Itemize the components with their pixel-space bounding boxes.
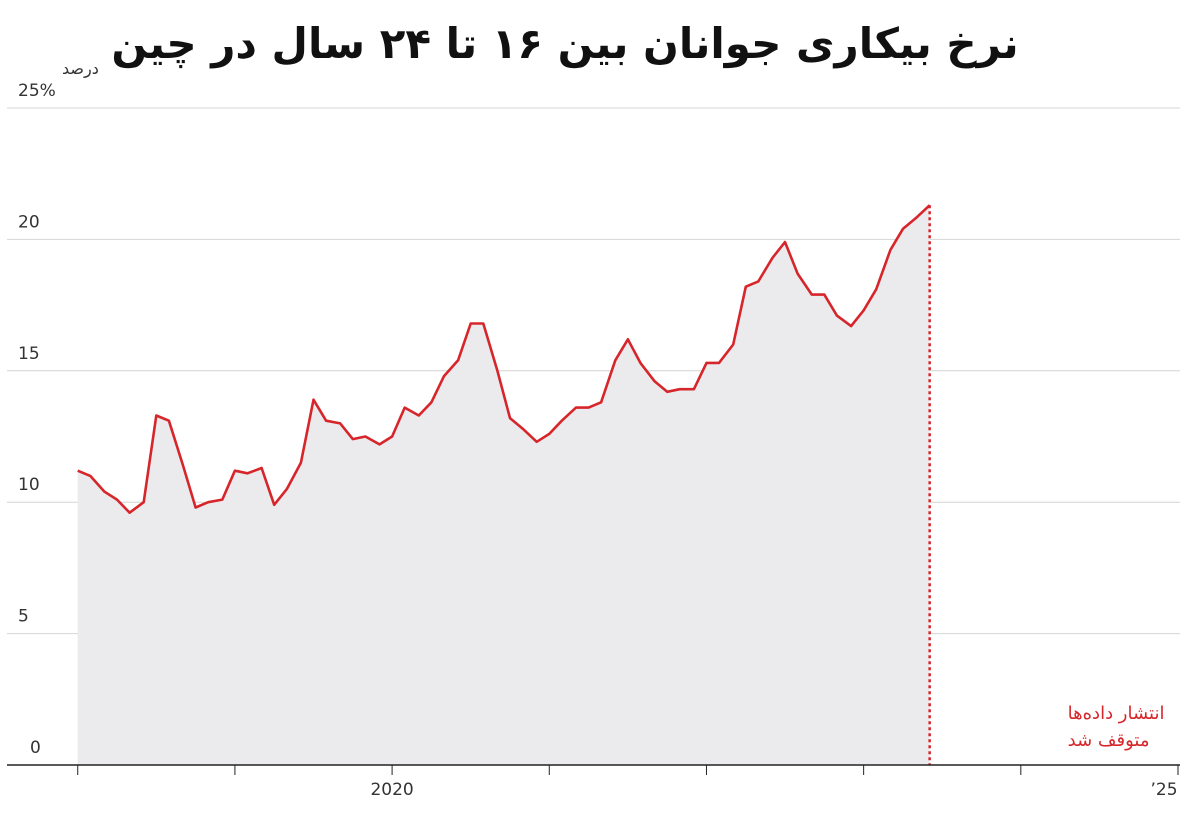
line (77, 204, 931, 514)
annotation: انتشار داده‌ها (1068, 703, 1165, 724)
annotation: متوقف شد (1068, 730, 1150, 751)
y-axis-label: درصد (62, 59, 99, 79)
y-tick-label: 10 (18, 475, 40, 495)
area (77, 205, 930, 765)
x-tick-label: 2020 (370, 780, 413, 800)
y-tick-label: 5 (18, 607, 29, 627)
y-tick-label: 25% (18, 81, 56, 101)
chart-title: نرخ بیکاری جوانان بین ۱۶ تا ۲۴ سال در چی… (111, 19, 1018, 69)
y-tick-label: 0 (30, 738, 41, 758)
x-tick-label: ’25 (1150, 780, 1177, 800)
y-tick-label: 15 (18, 344, 40, 364)
y-tick-label: 20 (18, 212, 40, 232)
